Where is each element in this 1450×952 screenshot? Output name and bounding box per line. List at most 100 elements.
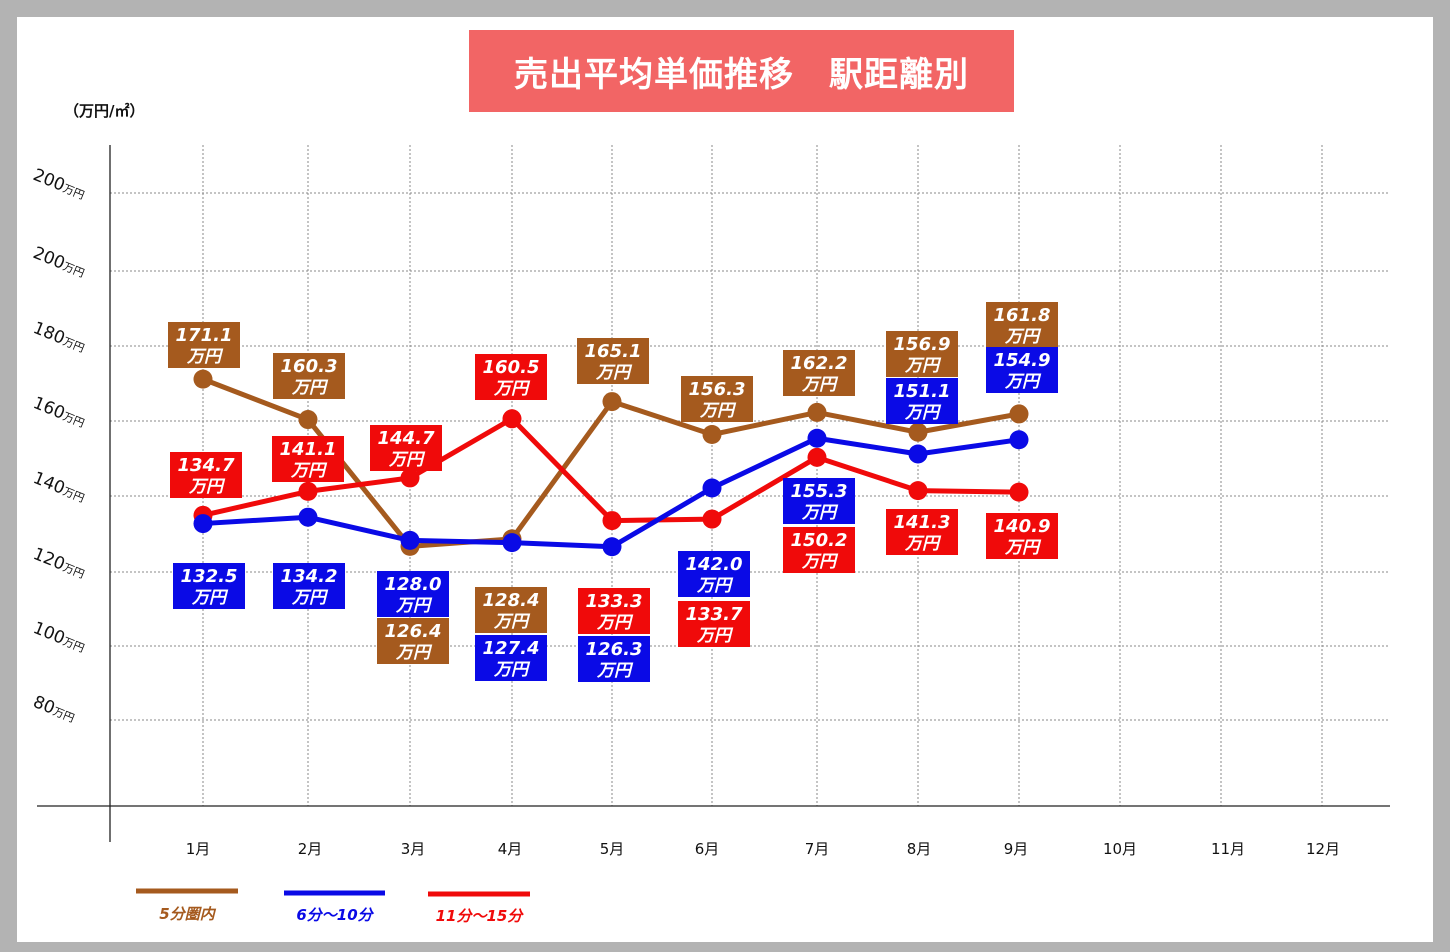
data-label: 126.4万円 xyxy=(377,618,449,664)
x-tick-label: 11月 xyxy=(1211,840,1245,858)
data-label-value: 133.3 xyxy=(586,591,643,612)
legend-label: 5分圏内 xyxy=(159,905,216,923)
y-tick-label: 200万円 xyxy=(30,165,88,204)
data-label: 144.7万円 xyxy=(370,425,442,471)
data-point-marker xyxy=(1009,404,1029,424)
data-label-box xyxy=(377,571,449,617)
data-label-unit: 万円 xyxy=(493,612,531,632)
x-tick-label: 9月 xyxy=(1004,840,1029,858)
data-label-box xyxy=(377,618,449,664)
data-label: 134.7万円 xyxy=(170,452,242,498)
data-label: 134.2万円 xyxy=(273,563,345,609)
data-label-unit: 万円 xyxy=(1004,327,1042,347)
data-label-value: 126.4 xyxy=(385,621,442,642)
data-label-unit: 万円 xyxy=(493,660,531,680)
data-labels: 171.1万円 160.3万円126.4万円128.4万円165.1万円156.3… xyxy=(168,302,1058,682)
x-tick-label: 5月 xyxy=(600,840,625,858)
data-point-marker xyxy=(807,447,827,467)
data-label-value: 171.1 xyxy=(176,325,233,346)
data-label-box xyxy=(577,338,649,384)
data-point-marker xyxy=(400,530,420,550)
y-tick-label: 140万円 xyxy=(30,468,88,507)
data-label-box xyxy=(475,635,547,681)
data-label-unit: 万円 xyxy=(801,503,839,523)
data-label-value: 151.1 xyxy=(894,381,951,402)
data-label-unit: 万円 xyxy=(395,643,433,663)
data-label-unit: 万円 xyxy=(699,401,737,421)
data-point-marker xyxy=(702,425,722,445)
data-label-unit: 万円 xyxy=(596,613,634,633)
x-tick-label: 1月 xyxy=(186,840,211,858)
data-label-box xyxy=(578,588,650,634)
data-label-box xyxy=(475,354,547,400)
data-label-box xyxy=(886,509,958,555)
data-label-box xyxy=(273,353,345,399)
data-label: 140.9万円 xyxy=(986,513,1058,559)
data-label-value: 127.4 xyxy=(483,638,540,659)
data-point-marker xyxy=(502,409,522,429)
data-label: 162.2万円 xyxy=(783,350,855,396)
data-point-marker xyxy=(1009,430,1029,450)
y-tick-label-group: 180万円 xyxy=(30,318,88,357)
data-label-box xyxy=(475,587,547,633)
data-label-value: 161.8 xyxy=(994,305,1051,326)
data-label-value: 165.1 xyxy=(585,341,642,362)
data-label-value: 133.7 xyxy=(686,604,743,625)
data-label-unit: 万円 xyxy=(904,403,942,423)
x-tick-label: 3月 xyxy=(401,840,426,858)
y-tick-label-group: 200万円 xyxy=(30,165,88,204)
y-tick-labels: 80万円 100万円 120万円 140万円 160万円 180万円 200万円 200万円 xyxy=(30,165,88,727)
data-label-value: 140.9 xyxy=(994,516,1051,537)
y-axis-unit-label: （万円/㎡） xyxy=(64,102,145,120)
data-label-box xyxy=(272,436,344,482)
data-point-marker xyxy=(807,428,827,448)
data-label-value: 141.1 xyxy=(280,439,337,460)
data-label-value: 162.2 xyxy=(791,353,848,374)
data-point-marker xyxy=(908,422,928,442)
legend-label: 11分〜15分 xyxy=(436,907,525,925)
x-tick-label: 4月 xyxy=(498,840,523,858)
data-point-marker xyxy=(193,369,213,389)
data-label-value: 156.3 xyxy=(689,379,746,400)
legend-label: 6分〜10分 xyxy=(296,906,374,924)
data-label-value: 160.3 xyxy=(281,356,338,377)
data-label-value: 155.3 xyxy=(791,481,848,502)
data-label-box xyxy=(986,347,1058,393)
data-point-marker xyxy=(702,478,722,498)
data-label-value: 126.3 xyxy=(586,639,643,660)
y-tick-label: 160万円 xyxy=(30,393,88,432)
data-point-marker xyxy=(602,511,622,531)
data-label: 156.3万円 xyxy=(681,376,753,422)
data-label-unit: 万円 xyxy=(904,534,942,554)
data-label: 128.0万円 xyxy=(377,571,449,617)
data-label-box xyxy=(578,636,650,682)
data-label-box xyxy=(678,551,750,597)
data-label-value: 134.7 xyxy=(178,455,235,476)
data-label-value: 141.3 xyxy=(894,512,951,533)
data-label-unit: 万円 xyxy=(596,661,634,681)
data-point-marker xyxy=(602,537,622,557)
data-label: 141.3万円 xyxy=(886,509,958,555)
data-label-value: 154.9 xyxy=(994,350,1051,371)
data-label: 141.1万円 xyxy=(272,436,344,482)
data-label-unit: 万円 xyxy=(395,596,433,616)
data-label: 142.0万円 xyxy=(678,551,750,597)
data-label: 160.3万円 xyxy=(273,353,345,399)
data-label-box xyxy=(168,322,240,368)
data-label: 133.3万円 xyxy=(578,588,650,634)
data-label-box xyxy=(783,350,855,396)
data-label-value: 160.5 xyxy=(483,357,540,378)
data-label-value: 128.0 xyxy=(385,574,442,595)
x-tick-label: 7月 xyxy=(805,840,830,858)
data-point-marker xyxy=(908,481,928,501)
data-label-box xyxy=(986,513,1058,559)
data-label-value: 150.2 xyxy=(791,530,848,551)
data-label-value: 128.4 xyxy=(483,590,540,611)
y-tick-label: 180万円 xyxy=(30,318,88,357)
data-label-box xyxy=(986,302,1058,348)
y-tick-label: 80万円 xyxy=(30,692,78,727)
data-point-marker xyxy=(298,410,318,430)
data-point-marker xyxy=(602,392,622,412)
data-label-box xyxy=(783,478,855,524)
